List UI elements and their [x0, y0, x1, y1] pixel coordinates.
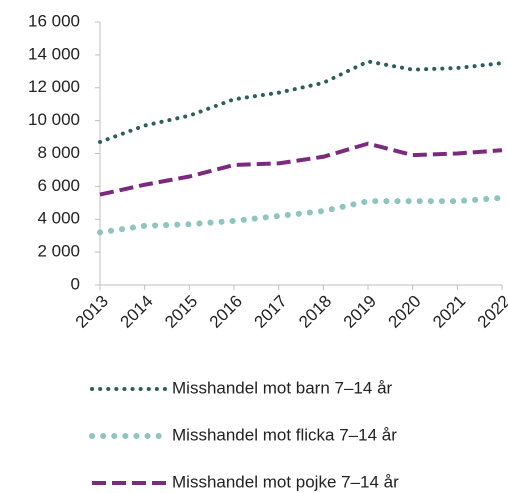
y-tick-label: 12 000 [28, 77, 80, 96]
x-tick-label: 2014 [116, 292, 156, 332]
y-tick-label: 0 [71, 274, 80, 293]
x-tick-label: 2017 [250, 292, 290, 332]
y-tick-label: 10 000 [28, 110, 80, 129]
legend-label: Misshandel mot flicka 7–14 år [172, 425, 397, 444]
y-tick-label: 14 000 [28, 44, 80, 63]
x-tick-label: 2015 [161, 292, 201, 332]
x-tick-label: 2018 [295, 292, 335, 332]
y-tick-label: 4 000 [37, 209, 80, 228]
x-tick-label: 2019 [340, 292, 380, 332]
series-line [99, 141, 503, 197]
y-tick-label: 16 000 [28, 11, 80, 30]
legend-label: Misshandel mot pojke 7–14 år [172, 472, 399, 491]
y-tick-label: 2 000 [37, 242, 80, 261]
x-tick-label: 2021 [429, 292, 469, 332]
y-tick-label: 6 000 [37, 176, 80, 195]
series-line [98, 59, 504, 144]
series-line [97, 194, 505, 236]
x-tick-label: 2016 [206, 292, 246, 332]
legend-label: Misshandel mot barn 7–14 år [172, 378, 393, 397]
y-tick-label: 8 000 [37, 143, 80, 162]
x-tick-label: 2020 [384, 292, 424, 332]
x-tick-label: 2013 [72, 292, 112, 332]
x-tick-label: 2022 [474, 292, 508, 332]
